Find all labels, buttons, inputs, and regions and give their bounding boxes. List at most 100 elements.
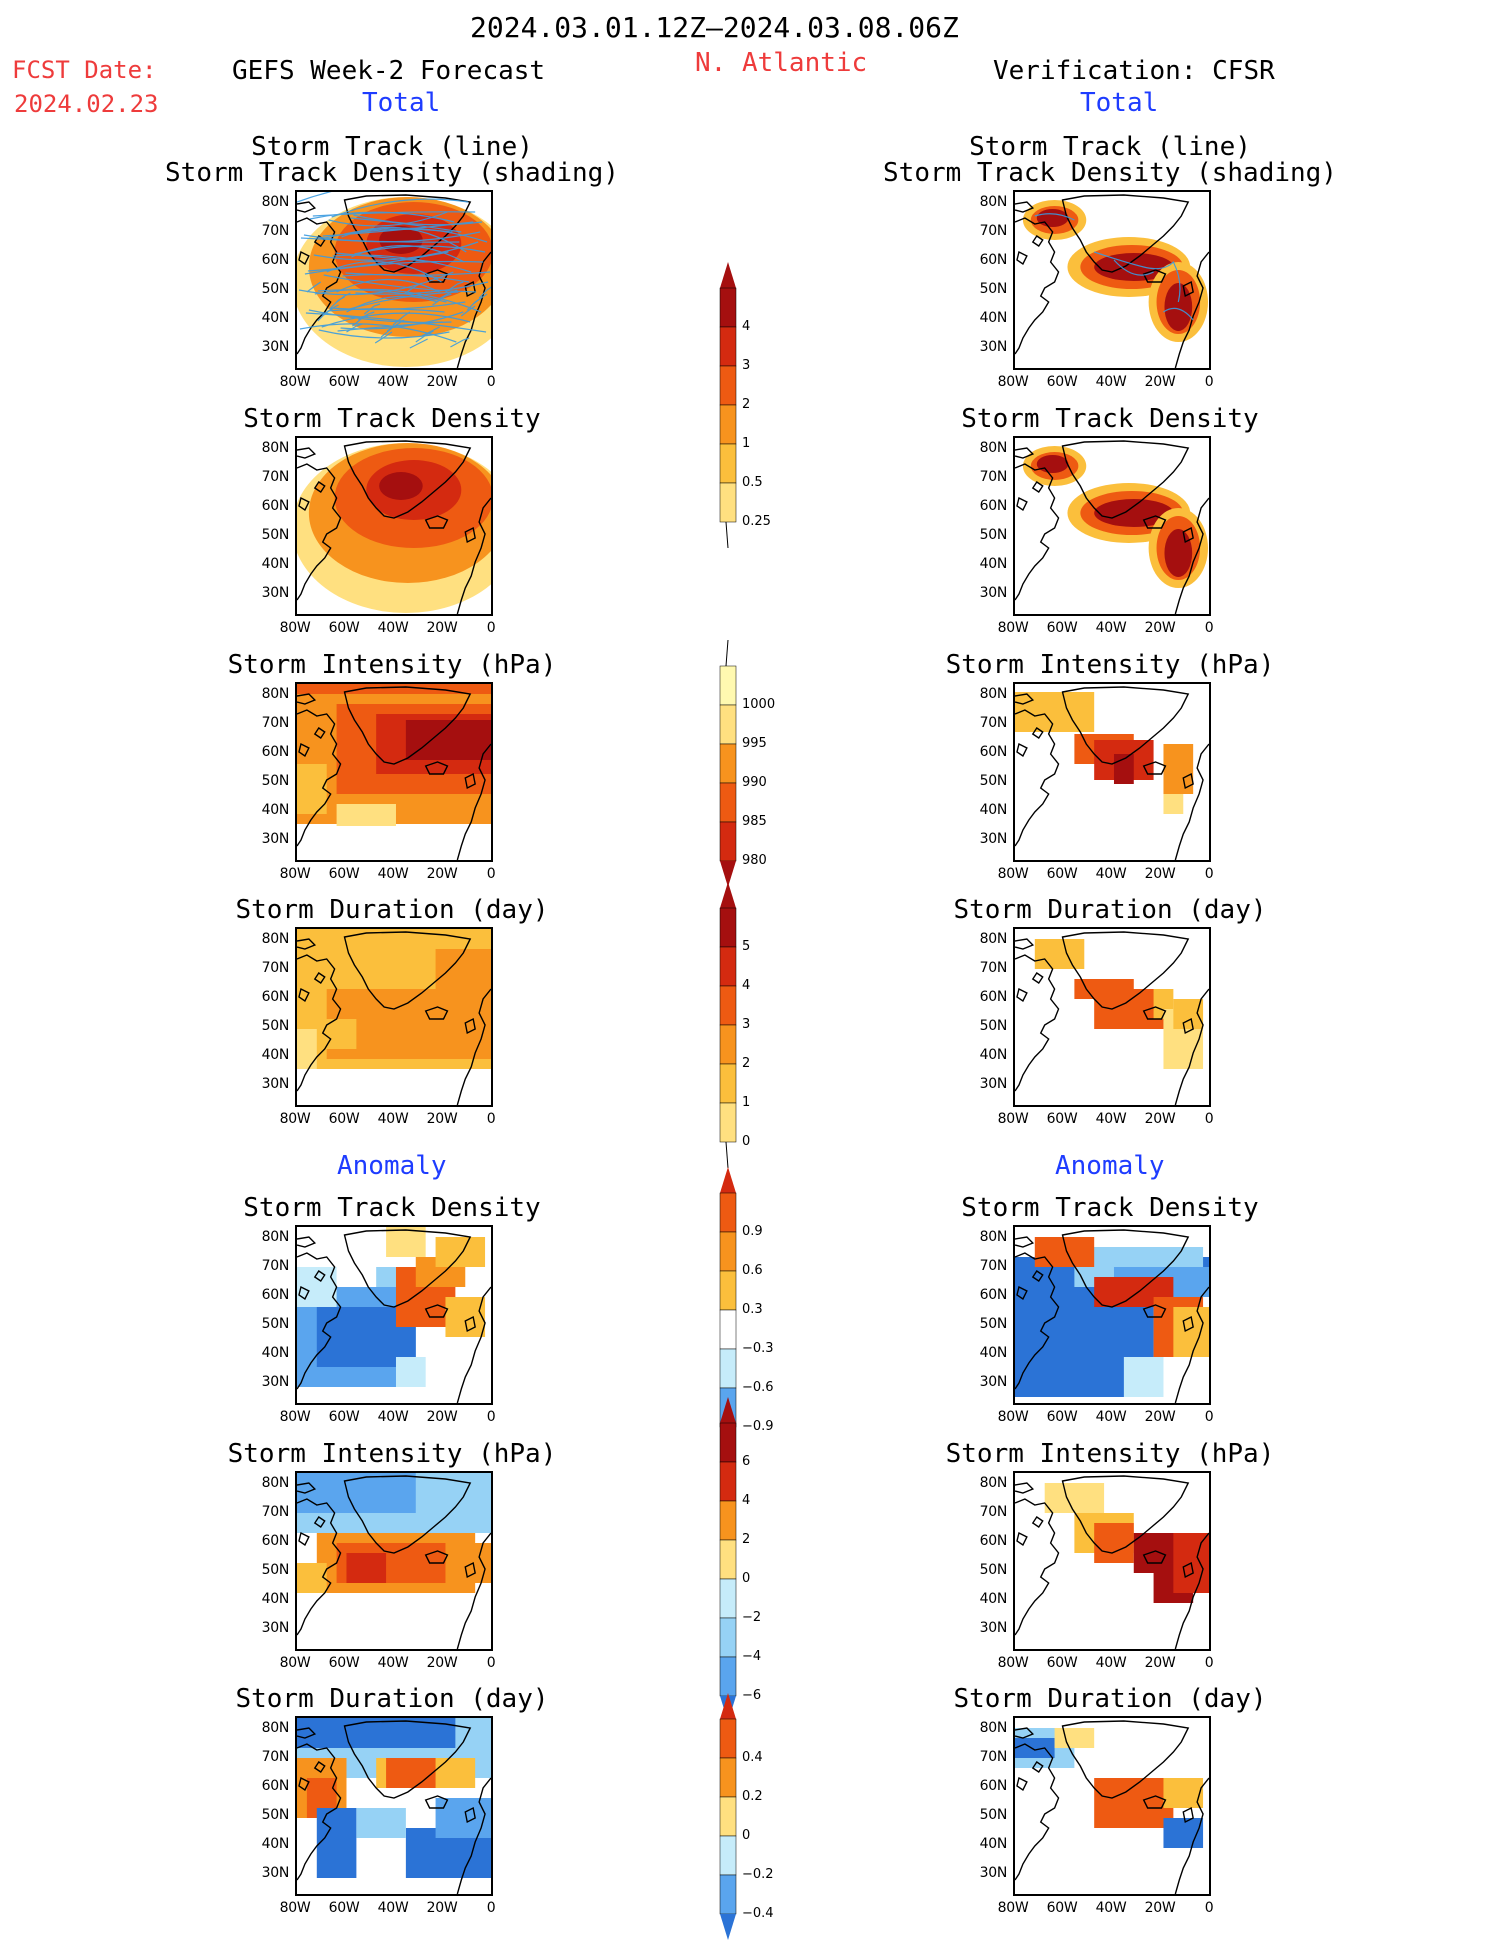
lat-label: 60N <box>979 1533 1008 1549</box>
lat-label: 30N <box>261 1374 290 1390</box>
lat-label: 30N <box>979 831 1008 847</box>
lon-label: 20W <box>426 1111 458 1127</box>
title-intensity-anom-left: Storm Intensity (hPa) <box>227 1439 557 1469</box>
lon-label: 80W <box>997 1655 1029 1671</box>
colorbar-label: 0.2 <box>742 1789 763 1804</box>
lon-label: 60W <box>1046 620 1078 636</box>
lon-label: 60W <box>328 1409 360 1425</box>
colorbar-density <box>716 262 746 552</box>
lat-label: 60N <box>261 252 290 268</box>
lon-label: 0 <box>486 374 496 390</box>
lat-label: 50N <box>261 1562 290 1578</box>
lat-label: 50N <box>261 1807 290 1823</box>
lat-label: 40N <box>261 802 290 818</box>
lat-label: 60N <box>979 989 1008 1005</box>
lon-label: 0 <box>1204 1111 1214 1127</box>
lat-label: 70N <box>261 960 290 976</box>
lon-label: 60W <box>328 866 360 882</box>
lat-label: 60N <box>261 498 290 514</box>
date-range-title: 2024.03.01.12Z–2024.03.08.06Z <box>470 11 959 44</box>
lon-label: 60W <box>328 1655 360 1671</box>
lon-label: 80W <box>279 866 311 882</box>
lat-label: 50N <box>979 281 1008 297</box>
lat-label: 40N <box>979 1591 1008 1607</box>
lon-label: 0 <box>1204 374 1214 390</box>
lat-label: 40N <box>261 310 290 326</box>
anomaly-label-right: Anomaly <box>1055 1151 1165 1181</box>
title-track-density-shading-right: Storm Track Density (shading) <box>883 158 1337 188</box>
colorbar-duration-anom <box>716 1693 746 1944</box>
title-density-right: Storm Track Density <box>961 404 1259 434</box>
colorbar-label: 0.5 <box>742 475 763 490</box>
lat-label: 80N <box>261 686 290 702</box>
map-density-anom-right <box>1013 1225 1211 1405</box>
lon-label: 40W <box>1095 1900 1127 1916</box>
colorbar-label: 0.4 <box>742 1750 763 1765</box>
lat-label: 70N <box>261 469 290 485</box>
lon-label: 60W <box>1046 866 1078 882</box>
colorbar-label: −0.3 <box>742 1341 774 1356</box>
lat-label: 50N <box>979 527 1008 543</box>
lat-label: 60N <box>979 744 1008 760</box>
lat-label: 40N <box>979 556 1008 572</box>
lat-label: 70N <box>261 715 290 731</box>
lat-label: 50N <box>261 1316 290 1332</box>
lat-label: 30N <box>261 1865 290 1881</box>
lat-label: 30N <box>979 1865 1008 1881</box>
lon-label: 60W <box>1046 1111 1078 1127</box>
lat-label: 50N <box>979 773 1008 789</box>
map-duration-anom-left <box>295 1716 493 1896</box>
map-duration-anom-right <box>1013 1716 1211 1896</box>
lon-label: 0 <box>1204 620 1214 636</box>
lon-label: 40W <box>377 1655 409 1671</box>
lat-label: 70N <box>261 223 290 239</box>
colorbar-label: 0 <box>742 1571 751 1586</box>
lon-label: 60W <box>328 374 360 390</box>
map-duration-right <box>1013 927 1211 1107</box>
lon-label: 80W <box>997 1409 1029 1425</box>
colorbar-label: 4 <box>742 319 751 334</box>
lon-label: 20W <box>1144 620 1176 636</box>
colorbar-label: −0.9 <box>742 1419 774 1434</box>
map-track-right <box>1013 190 1211 370</box>
lat-label: 80N <box>261 1229 290 1245</box>
lat-label: 70N <box>979 469 1008 485</box>
lon-label: 60W <box>328 1111 360 1127</box>
title-intensity-anom-right: Storm Intensity (hPa) <box>945 1439 1275 1469</box>
lat-label: 30N <box>261 339 290 355</box>
lat-label: 70N <box>979 223 1008 239</box>
verification-title: Verification: CFSR <box>993 56 1275 86</box>
lat-label: 50N <box>979 1562 1008 1578</box>
lat-label: 70N <box>261 1504 290 1520</box>
lon-label: 0 <box>486 1409 496 1425</box>
lat-label: 40N <box>261 1836 290 1852</box>
colorbar-label: 0 <box>742 1134 751 1149</box>
lat-label: 80N <box>261 1475 290 1491</box>
lat-label: 60N <box>979 252 1008 268</box>
lat-label: 70N <box>261 1749 290 1765</box>
lon-label: 0 <box>486 1111 496 1127</box>
title-track-line-left: Storm Track (line) <box>251 132 533 162</box>
lon-label: 40W <box>377 866 409 882</box>
lat-label: 50N <box>979 1807 1008 1823</box>
title-track-density-shading-left: Storm Track Density (shading) <box>165 158 619 188</box>
fcst-date-value: 2024.02.23 <box>14 90 159 118</box>
lon-label: 0 <box>486 620 496 636</box>
title-duration-left: Storm Duration (day) <box>235 895 549 925</box>
lon-label: 20W <box>426 1655 458 1671</box>
colorbar-label: 0.25 <box>742 514 771 529</box>
lon-label: 20W <box>1144 1655 1176 1671</box>
lon-label: 20W <box>426 374 458 390</box>
lon-label: 20W <box>426 1409 458 1425</box>
lon-label: 60W <box>1046 1409 1078 1425</box>
lon-label: 40W <box>377 1111 409 1127</box>
lat-label: 60N <box>261 744 290 760</box>
lat-label: 60N <box>261 1778 290 1794</box>
lon-label: 60W <box>1046 1900 1078 1916</box>
lon-label: 80W <box>279 1111 311 1127</box>
title-duration-right: Storm Duration (day) <box>953 895 1267 925</box>
lon-label: 80W <box>279 374 311 390</box>
lon-label: 20W <box>1144 1900 1176 1916</box>
lat-label: 30N <box>979 585 1008 601</box>
lat-label: 50N <box>261 527 290 543</box>
